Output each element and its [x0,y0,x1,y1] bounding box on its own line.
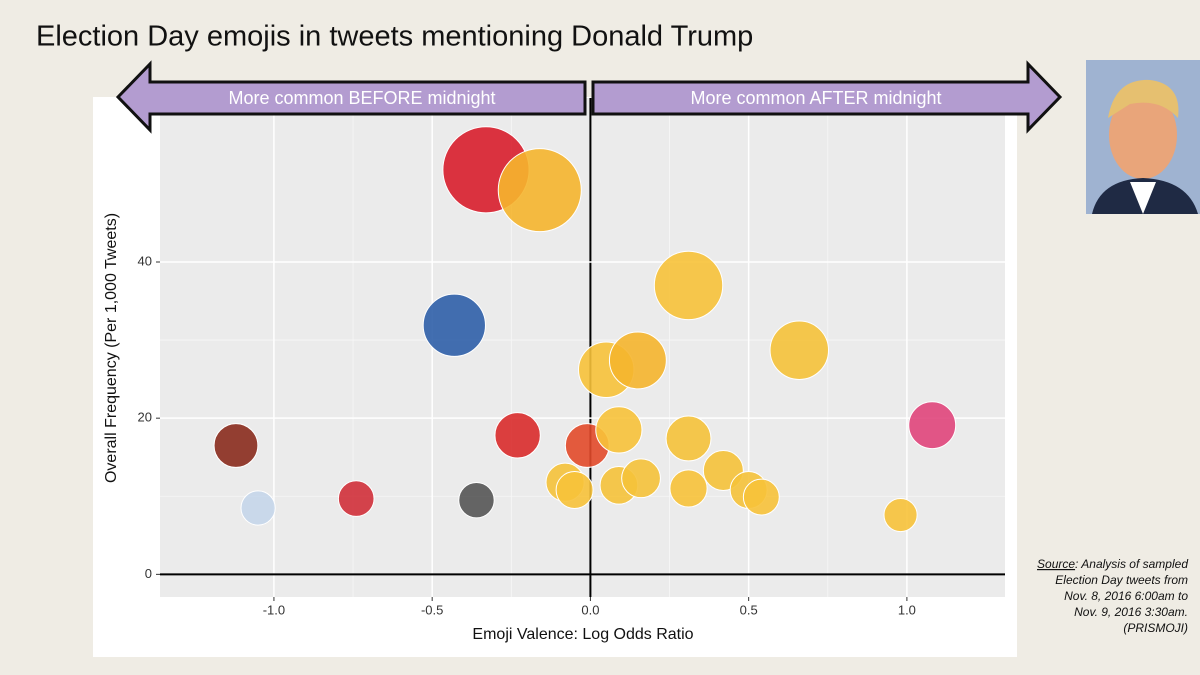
x-tick-label: 0.0 [581,602,599,617]
x-tick-label: 0.5 [740,602,758,617]
arrow-right [591,60,1063,134]
source-line: : Analysis of sampled [1075,557,1188,571]
chart-title: Election Day emojis in tweets mentioning… [36,21,753,53]
source-label: Source [1037,557,1075,571]
emoji-point [497,148,582,233]
emoji-point [908,401,957,450]
emoji-point [769,320,830,380]
emoji-point [653,250,724,321]
arrow-left-label: More common BEFORE midnight [228,88,495,108]
emoji-point [213,423,259,468]
emoji-point [555,471,594,509]
emoji-point [458,481,495,519]
emoji-point [422,293,486,357]
source-line: Nov. 9, 2016 3:30am. [1074,605,1188,619]
source-line: Election Day tweets from [1055,573,1188,587]
emoji-point [240,490,276,526]
x-tick-label: -0.5 [421,602,443,617]
y-tick-label: 40 [138,253,152,268]
x-tick-label: -1.0 [263,602,285,617]
emoji-point [494,412,541,459]
emoji-point [595,406,643,454]
emoji-point [337,480,375,517]
photo [1086,60,1200,214]
source-line: (PRISMOJI) [1123,621,1188,635]
emoji-point [669,469,708,508]
source-line: Nov. 8, 2016 6:00am to [1064,589,1188,603]
emoji-point [665,415,712,462]
arrow-left [115,60,587,134]
x-axis-label: Emoji Valence: Log Odds Ratio [472,626,693,643]
arrow-right-label: More common AFTER midnight [690,88,941,108]
emoji-point [621,458,661,499]
y-tick-label: 20 [138,410,152,425]
marks [213,126,957,533]
x-tick-label: 1.0 [898,602,916,617]
emoji-point [742,478,780,516]
y-axis-label: Overall Frequency (Per 1,000 Tweets) [103,213,120,483]
emoji-point [608,331,667,390]
y-tick-label: 0 [145,566,152,581]
source-text: Source: Analysis of sampled [1037,557,1188,571]
plot-panel [160,98,1005,597]
emoji-point [883,497,918,533]
source: Source: Analysis of sampled Election Day… [1037,557,1188,635]
